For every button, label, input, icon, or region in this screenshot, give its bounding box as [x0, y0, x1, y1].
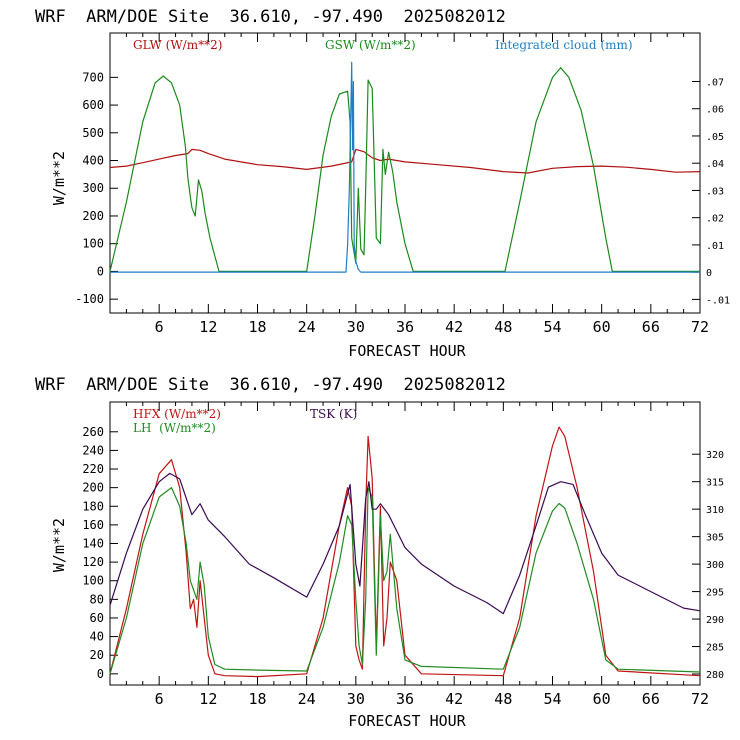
series-line-1: [109, 426, 701, 678]
x-tick-label: 30: [347, 690, 365, 708]
y-tick-label: 200: [82, 209, 104, 223]
y-tick-label: 400: [82, 154, 104, 168]
chart-2-axes: 6 12 18 24 30 36 42 48 54 60 66 72 0 20 40 60 80 100 120 14…: [82, 402, 724, 708]
y2-tick-label: 290: [706, 615, 724, 626]
chart-1-axes: 6 12 18 24 30 36 42 48 54 60 66 72 -100 0 100 200 300 400…: [75, 33, 730, 336]
chart-2-y-axis-label: W/m**2: [50, 518, 68, 572]
y-tick-label: 160: [82, 518, 104, 532]
x-tick-label: 12: [199, 690, 217, 708]
chart-1-plot-frame: [109, 32, 701, 314]
chart-2-legend-lh: LH (W/m**2): [133, 421, 216, 435]
y-tick-label: 20: [90, 648, 104, 662]
y-tick-label: 700: [82, 70, 104, 84]
x-tick-label: 24: [298, 318, 316, 336]
chart-2-x-axis-label: FORECAST HOUR: [348, 712, 466, 730]
y-tick-label: 80: [90, 592, 104, 606]
x-tick-label: 66: [642, 318, 660, 336]
y2-tick-label: .04: [706, 159, 724, 170]
x-tick-label: 36: [396, 690, 414, 708]
x-tick-label: 54: [543, 318, 561, 336]
x-tick-label: 36: [396, 318, 414, 336]
y-tick-label: 600: [82, 98, 104, 112]
chart-2-plot-frame: [109, 401, 701, 686]
y2-tick-label: .07: [706, 77, 724, 88]
x-tick-label: 6: [155, 690, 164, 708]
x-tick-label: 30: [347, 318, 365, 336]
x-tick-label: 6: [155, 318, 164, 336]
chart-1-title: WRF ARM/DOE Site 36.610, -97.490 2025082…: [35, 7, 506, 27]
x-tick-label: 60: [593, 690, 611, 708]
x-tick-label: 66: [642, 690, 660, 708]
y2-tick-label: -.01: [706, 295, 730, 306]
y-tick-label: 240: [82, 443, 104, 457]
y2-tick-label: .06: [706, 105, 724, 116]
chart-1-legend-cloud: Integrated cloud (mm): [495, 38, 633, 52]
y-tick-label: 200: [82, 481, 104, 495]
y-tick-label: 220: [82, 462, 104, 476]
series-line-3: [110, 61, 700, 273]
y2-tick-label: 285: [706, 643, 724, 654]
series-line-1: [109, 148, 701, 174]
y-tick-label: 300: [82, 181, 104, 195]
chart-2-legend-hfx: HFX (W/m**2): [133, 407, 221, 421]
series-line-3: [109, 472, 701, 615]
chart-2-legend-tsk: TSK (K): [310, 407, 357, 421]
y2-tick-label: .01: [706, 241, 724, 252]
y2-tick-label: .02: [706, 214, 724, 225]
chart-2-title: WRF ARM/DOE Site 36.610, -97.490 2025082…: [35, 375, 506, 395]
y2-tick-label: 300: [706, 560, 724, 571]
y-tick-label: 0: [97, 667, 104, 681]
chart-1-series: [109, 61, 701, 273]
y2-tick-label: 310: [706, 505, 724, 516]
y-tick-label: 60: [90, 611, 104, 625]
y2-tick-label: 305: [706, 533, 724, 544]
x-tick-label: 54: [543, 690, 561, 708]
x-tick-label: 72: [691, 318, 709, 336]
chart-1: WRF ARM/DOE Site 36.610, -97.490 2025082…: [35, 7, 730, 360]
x-tick-label: 42: [445, 690, 463, 708]
x-tick-label: 48: [494, 690, 512, 708]
y2-tick-label: .05: [706, 132, 724, 143]
series-line-2: [109, 67, 700, 272]
chart-1-x-axis-label: FORECAST HOUR: [348, 342, 466, 360]
x-tick-label: 12: [199, 318, 217, 336]
chart-1-y-axis-label: W/m**2: [50, 151, 68, 205]
chart-1-legend-glw: GLW (W/m**2): [133, 38, 222, 52]
y-tick-label: 180: [82, 499, 104, 513]
y-tick-label: 100: [82, 237, 104, 251]
y-tick-label: 0: [97, 264, 104, 278]
x-tick-label: 42: [445, 318, 463, 336]
y2-tick-label: .03: [706, 186, 724, 197]
x-tick-label: 24: [298, 690, 316, 708]
y2-tick-label: 0: [706, 268, 712, 279]
x-tick-label: 48: [494, 318, 512, 336]
chart-1-legend-gsw: GSW (W/m**2): [325, 38, 416, 52]
x-tick-label: 18: [248, 690, 266, 708]
chart-2-series: [109, 426, 701, 678]
y2-tick-label: 320: [706, 450, 724, 461]
x-tick-label: 60: [593, 318, 611, 336]
y2-tick-label: 295: [706, 588, 724, 599]
y-tick-label: 120: [82, 555, 104, 569]
series-line-2: [109, 487, 701, 674]
y-tick-label: 140: [82, 537, 104, 551]
chart-2: WRF ARM/DOE Site 36.610, -97.490 2025082…: [35, 375, 724, 730]
y2-tick-label: 280: [706, 670, 724, 681]
x-tick-label: 18: [248, 318, 266, 336]
y-tick-label: 40: [90, 630, 104, 644]
y2-tick-label: 315: [706, 478, 724, 489]
y-tick-label: 260: [82, 425, 104, 439]
y-tick-label: 100: [82, 574, 104, 588]
x-tick-label: 72: [691, 690, 709, 708]
y-tick-label: -100: [75, 292, 104, 306]
y-tick-label: 500: [82, 126, 104, 140]
